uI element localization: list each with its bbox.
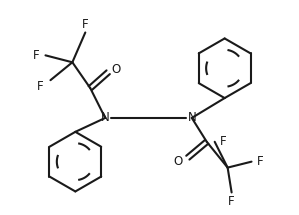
- Text: F: F: [220, 135, 227, 148]
- Text: F: F: [228, 195, 235, 208]
- Text: F: F: [33, 49, 40, 62]
- Text: F: F: [37, 80, 44, 93]
- Text: F: F: [82, 18, 89, 31]
- Text: O: O: [112, 63, 121, 76]
- Text: N: N: [187, 111, 196, 124]
- Text: F: F: [257, 155, 264, 168]
- Text: N: N: [101, 111, 109, 124]
- Text: O: O: [173, 155, 182, 168]
